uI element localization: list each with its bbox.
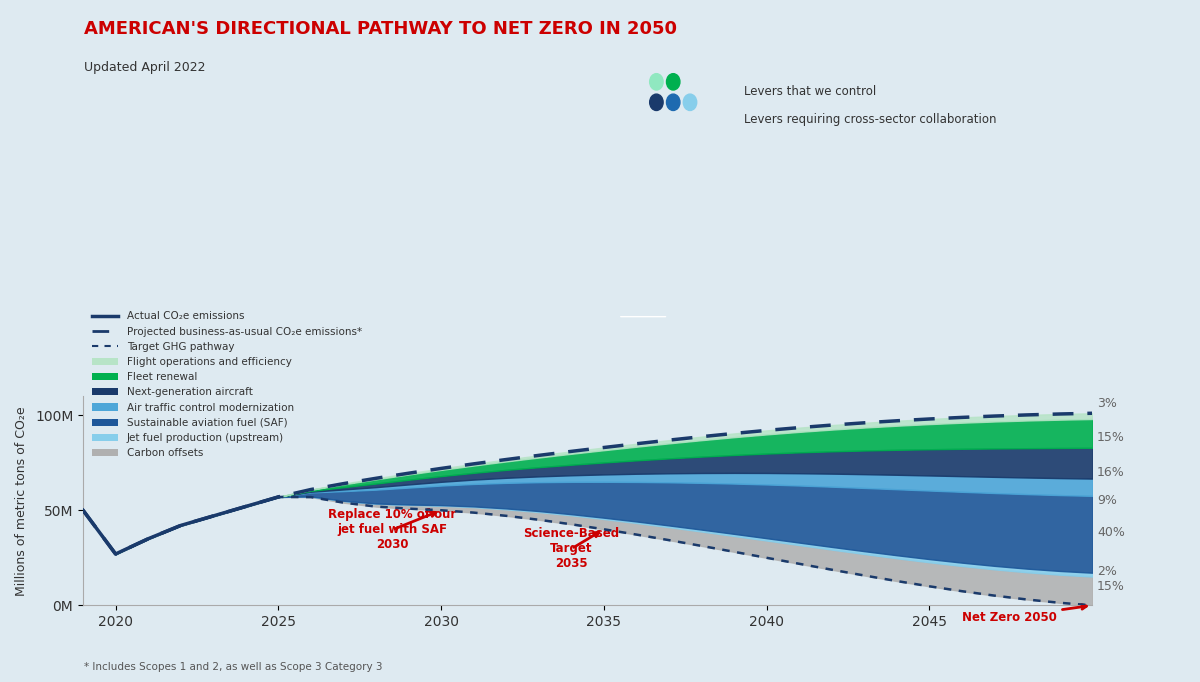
Target GHG pathway [792,560,806,568]
Circle shape [649,74,664,90]
Line: Projected business-as-usual CO₂e emissions*: Projected business-as-usual CO₂e emissio… [83,413,1092,554]
Projected business-as-usual CO₂e emissions* [271,493,286,501]
Projected business-as-usual CO₂e emissions* [792,424,806,432]
Circle shape [649,94,664,110]
Target GHG pathway [629,531,643,539]
Projected business-as-usual CO₂e emissions* [596,443,611,451]
Target GHG pathway [857,572,871,580]
Projected business-as-usual CO₂e emissions* [1085,409,1099,417]
Target GHG pathway [824,565,839,574]
Projected business-as-usual CO₂e emissions* [304,486,318,494]
Text: Levers that we control: Levers that we control [744,85,876,98]
Legend: Actual CO₂e emissions, Projected business-as-usual CO₂e emissions*, Target GHG p: Actual CO₂e emissions, Projected busines… [89,307,366,462]
Target GHG pathway [1085,602,1099,610]
Target GHG pathway [239,503,253,511]
Projected business-as-usual CO₂e emissions* [108,550,122,558]
Projected business-as-usual CO₂e emissions* [695,432,709,441]
Actual CO₂e emissions [206,512,221,520]
Text: Replace 10% of our
jet fuel with SAF
2030: Replace 10% of our jet fuel with SAF 203… [328,508,456,551]
Target GHG pathway [955,587,970,595]
Projected business-as-usual CO₂e emissions* [955,413,970,421]
Projected business-as-usual CO₂e emissions* [988,412,1002,420]
Actual CO₂e emissions [271,493,286,501]
Text: Levers requiring cross-sector collaboration: Levers requiring cross-sector collaborat… [744,113,996,125]
Target GHG pathway [662,536,677,544]
Projected business-as-usual CO₂e emissions* [368,474,383,482]
Actual CO₂e emissions [239,503,253,511]
Projected business-as-usual CO₂e emissions* [760,426,774,434]
Projected business-as-usual CO₂e emissions* [727,429,742,437]
Projected business-as-usual CO₂e emissions* [239,503,253,511]
Target GHG pathway [727,548,742,556]
Projected business-as-usual CO₂e emissions* [401,469,415,477]
Text: Science-Based
Target
2035: Science-Based Target 2035 [523,527,619,570]
Target GHG pathway [695,542,709,550]
Actual CO₂e emissions [108,550,122,558]
Target GHG pathway [434,506,449,514]
Target GHG pathway [532,516,546,524]
Actual CO₂e emissions [140,535,155,543]
Text: AMERICAN'S DIRECTIONAL PATHWAY TO NET ZERO IN 2050: AMERICAN'S DIRECTIONAL PATHWAY TO NET ZE… [84,20,677,38]
Projected business-as-usual CO₂e emissions* [564,447,578,456]
Line: Target GHG pathway: Target GHG pathway [83,497,1092,606]
Target GHG pathway [174,521,188,529]
Target GHG pathway [271,493,286,501]
Text: Net Zero 2050: Net Zero 2050 [962,604,1086,623]
Target GHG pathway [923,582,937,591]
Circle shape [666,94,680,110]
Projected business-as-usual CO₂e emissions* [499,456,514,464]
Target GHG pathway [401,505,415,513]
Circle shape [683,94,697,110]
Projected business-as-usual CO₂e emissions* [629,440,643,448]
Target GHG pathway [140,535,155,543]
Projected business-as-usual CO₂e emissions* [174,521,188,529]
Target GHG pathway [304,493,318,501]
Target GHG pathway [368,503,383,511]
Circle shape [666,74,680,90]
Target GHG pathway [596,525,611,533]
Projected business-as-usual CO₂e emissions* [662,436,677,444]
Target GHG pathway [988,591,1002,599]
Text: * Includes Scopes 1 and 2, as well as Scope 3 Category 3: * Includes Scopes 1 and 2, as well as Sc… [84,662,383,672]
Target GHG pathway [1052,599,1067,607]
Target GHG pathway [206,512,221,520]
Y-axis label: Millions of metric tons of CO₂e: Millions of metric tons of CO₂e [14,406,28,595]
Target GHG pathway [760,554,774,562]
Actual CO₂e emissions [76,506,90,514]
Target GHG pathway [467,509,481,517]
Projected business-as-usual CO₂e emissions* [857,419,871,427]
Target GHG pathway [336,499,350,507]
Projected business-as-usual CO₂e emissions* [824,421,839,429]
Projected business-as-usual CO₂e emissions* [467,460,481,468]
Projected business-as-usual CO₂e emissions* [889,417,904,425]
Projected business-as-usual CO₂e emissions* [206,512,221,520]
Projected business-as-usual CO₂e emissions* [1020,411,1034,419]
Target GHG pathway [564,520,578,529]
Text: Updated April 2022: Updated April 2022 [84,61,205,74]
Actual CO₂e emissions [174,521,188,529]
Projected business-as-usual CO₂e emissions* [532,451,546,460]
Target GHG pathway [76,506,90,514]
Projected business-as-usual CO₂e emissions* [1052,410,1067,418]
Projected business-as-usual CO₂e emissions* [434,464,449,473]
Target GHG pathway [1020,595,1034,604]
Target GHG pathway [108,550,122,558]
Projected business-as-usual CO₂e emissions* [923,415,937,423]
Projected business-as-usual CO₂e emissions* [336,479,350,488]
Target GHG pathway [499,512,514,520]
Target GHG pathway [889,577,904,585]
Line: Actual CO₂e emissions: Actual CO₂e emissions [83,497,278,554]
Projected business-as-usual CO₂e emissions* [140,535,155,543]
Projected business-as-usual CO₂e emissions* [76,506,90,514]
